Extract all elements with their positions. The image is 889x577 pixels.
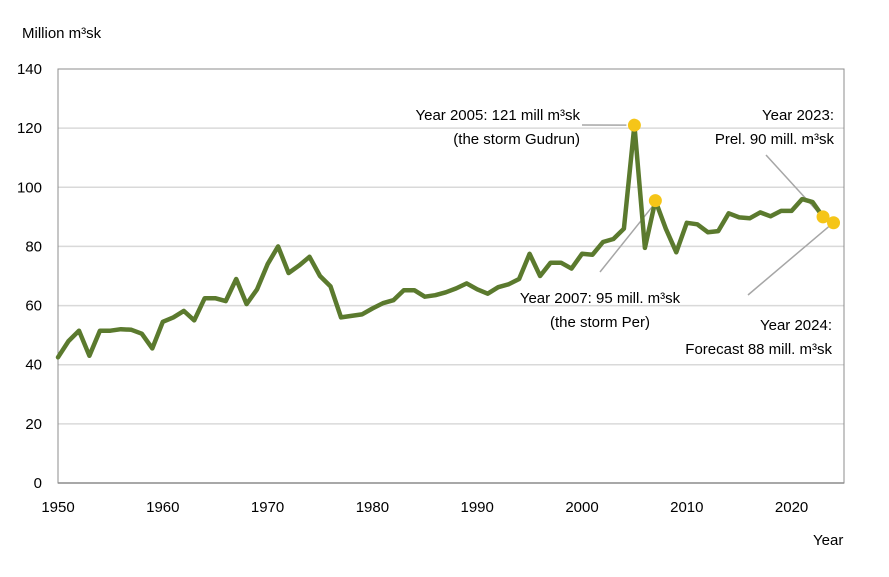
series-line — [55, 122, 836, 360]
annotation-text: Year 2005: 121 mill m³sk — [415, 107, 580, 124]
highlight-marker — [827, 216, 841, 230]
highlight-markers — [627, 118, 841, 230]
annotation-text: Prel. 90 mill. m³sk — [715, 131, 835, 148]
x-tick-label: 1990 — [461, 499, 494, 516]
x-tick-label: 2020 — [775, 499, 808, 516]
highlight-marker — [648, 194, 662, 208]
y-tick-label: 80 — [25, 238, 42, 255]
y-tick-label: 60 — [25, 298, 42, 315]
annotation-text: Forecast 88 mill. m³sk — [685, 341, 832, 358]
y-tick-label: 100 — [17, 179, 42, 196]
x-tick-label: 2000 — [565, 499, 598, 516]
x-tick-label: 1970 — [251, 499, 284, 516]
x-tick-label: 1960 — [146, 499, 179, 516]
plot-frame — [57, 68, 845, 484]
y-tick-labels: 0 20 40 60 80 100 120 140 — [17, 61, 42, 492]
highlight-marker — [816, 210, 830, 224]
y-tick-label: 140 — [17, 61, 42, 78]
annotation-text: Year 2023: — [762, 107, 834, 124]
x-tick-label: 2010 — [670, 499, 703, 516]
y-tick-label: 20 — [25, 416, 42, 433]
y-axis-title: Million m³sk — [22, 25, 102, 42]
annotation-leader-line — [747, 226, 830, 296]
x-tick-labels: 1950 1960 1970 1980 1990 2000 2010 2020 — [41, 499, 808, 516]
annotations: Year 2005: 121 mill m³sk (the storm Gudru… — [415, 107, 834, 358]
y-tick-label: 120 — [17, 120, 42, 137]
annotation-text: Year 2007: 95 mill. m³sk — [520, 290, 681, 307]
x-tick-label: 1980 — [356, 499, 389, 516]
annotation-text: (the storm Gudrun) — [453, 131, 580, 148]
y-tick-label: 0 — [34, 475, 42, 492]
x-tick-label: 1950 — [41, 499, 74, 516]
grid-lines — [58, 127, 844, 484]
annotation-text: Year 2024: — [760, 317, 832, 334]
annotation-text: (the storm Per) — [550, 314, 650, 331]
highlight-marker — [627, 118, 641, 132]
y-tick-label: 40 — [25, 357, 42, 374]
x-axis-title: Year — [813, 532, 843, 549]
